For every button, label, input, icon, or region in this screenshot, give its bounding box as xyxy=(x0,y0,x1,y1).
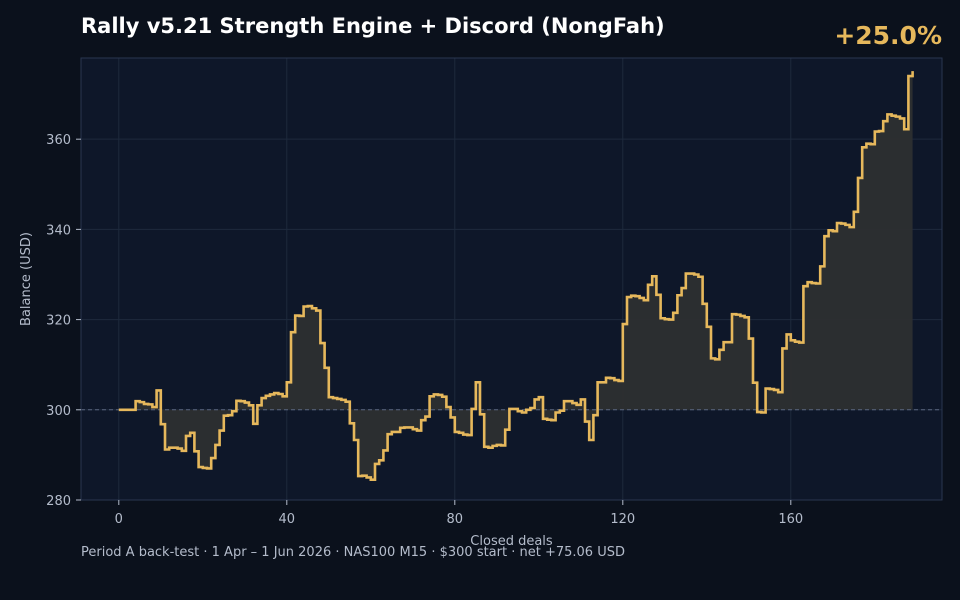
y-tick-label: 320 xyxy=(46,314,71,329)
x-axis-label: Closed deals xyxy=(470,534,553,549)
chart-title: Rally v5.21 Strength Engine + Discord (N… xyxy=(81,14,665,38)
x-tick-label: 120 xyxy=(610,512,635,527)
return-percentage: +25.0% xyxy=(834,21,942,50)
x-tick-label: 160 xyxy=(778,512,803,527)
x-tick-label: 80 xyxy=(447,512,464,527)
balance-area-fill xyxy=(118,71,913,480)
chart-footer: Period A back-test · 1 Apr – 1 Jun 2026 … xyxy=(81,545,625,560)
y-tick-label: 340 xyxy=(46,223,71,238)
y-tick-label: 300 xyxy=(46,404,71,419)
y-tick-label: 360 xyxy=(46,133,71,148)
y-tick-label: 280 xyxy=(46,494,71,509)
x-tick-label: 40 xyxy=(279,512,296,527)
plot-frame xyxy=(80,57,943,501)
balance-series-line xyxy=(118,71,914,481)
x-tick-label: 0 xyxy=(115,512,123,527)
y-axis-label: Balance (USD) xyxy=(19,232,34,326)
